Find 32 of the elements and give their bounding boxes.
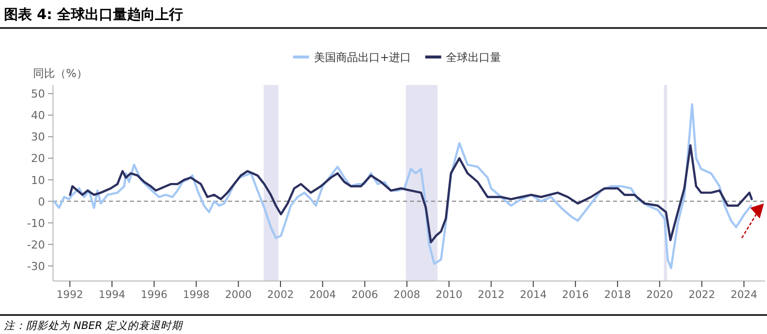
x-tick-label: 1994 <box>98 289 126 301</box>
x-tick-label: 1996 <box>140 289 168 301</box>
y-tick-label: 30 <box>31 130 45 144</box>
legend-label: 美国商品出口+进口 <box>314 51 412 64</box>
y-tick-label: -30 <box>27 260 45 273</box>
y-tick-label: 50 <box>31 88 45 101</box>
x-tick-label: 2022 <box>688 289 716 301</box>
y-axis-title: 同比（%） <box>33 67 88 80</box>
x-tick-label: 2002 <box>267 289 294 301</box>
y-tick-label: -20 <box>27 238 45 252</box>
x-tick-label: 2008 <box>394 289 420 301</box>
x-tick-label: 2018 <box>604 289 631 301</box>
x-tick-label: 2014 <box>520 289 547 301</box>
x-tick-label: 2010 <box>436 289 462 301</box>
x-tick-label: 2016 <box>562 289 590 301</box>
x-tick-label: 2000 <box>225 289 252 301</box>
x-tick-label: 2004 <box>309 289 336 301</box>
x-tick-label: 2024 <box>730 289 758 301</box>
x-tick-label: 1992 <box>56 289 84 301</box>
chart-title: 图表 4: 全球出口量趋向上行 <box>4 7 184 23</box>
y-tick-label: 20 <box>31 152 45 166</box>
x-tick-label: 2020 <box>646 289 674 301</box>
line-series <box>68 144 753 244</box>
x-tick-label: 2006 <box>351 289 378 301</box>
y-tick-label: 10 <box>31 174 45 187</box>
legend-label: 全球出口量 <box>446 51 502 64</box>
y-tick-label: -10 <box>27 216 45 230</box>
y-tick-label: 40 <box>31 109 45 122</box>
y-tick-label: 0 <box>38 195 45 208</box>
text: 注：阴影处为 NBER 定义的衰退时期 <box>4 320 184 332</box>
x-tick-label: 2012 <box>478 289 505 301</box>
x-tick-label: 1998 <box>182 289 210 301</box>
